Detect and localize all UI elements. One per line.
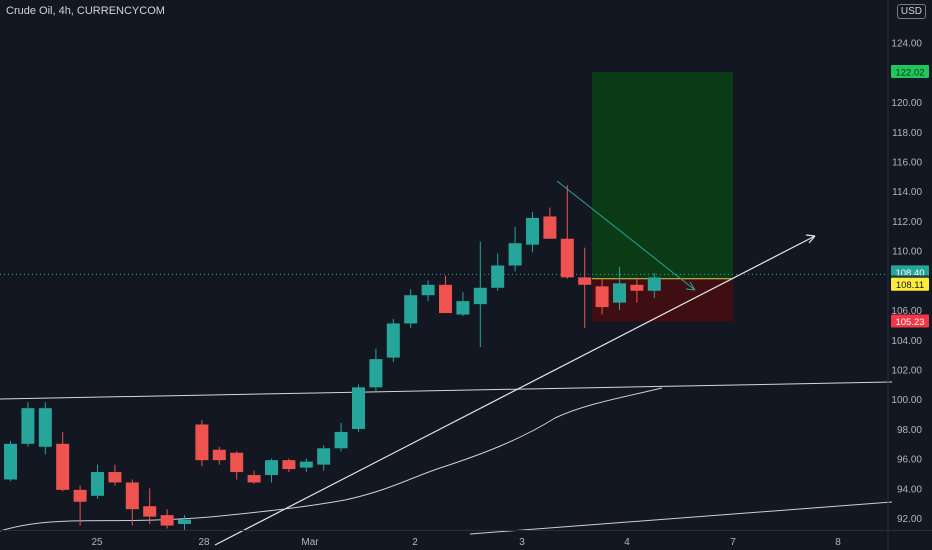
moving-average-slow bbox=[469, 501, 893, 535]
candle-body bbox=[73, 489, 87, 502]
candle-body bbox=[125, 482, 139, 510]
candle-body bbox=[195, 424, 209, 461]
stop-price-label: 105.23 bbox=[895, 317, 924, 328]
candle-body bbox=[421, 284, 435, 296]
price-tick-label: 116.00 bbox=[892, 157, 922, 168]
candle-body bbox=[317, 448, 331, 465]
time-tick-label: 4 bbox=[624, 537, 630, 548]
candle-body bbox=[578, 277, 592, 285]
price-tick-label: 98.00 bbox=[897, 425, 922, 436]
price-tick-label: 114.00 bbox=[892, 187, 922, 198]
projection-arrowhead bbox=[685, 281, 696, 291]
candle-body bbox=[526, 217, 539, 245]
candle-body bbox=[230, 452, 244, 473]
trend-arrowhead bbox=[805, 234, 816, 244]
candle-body bbox=[38, 408, 52, 447]
candle-body bbox=[613, 283, 626, 303]
candle-body bbox=[456, 301, 470, 315]
entry-price-label-bg bbox=[891, 277, 929, 291]
price-tick-label: 92.00 bbox=[897, 514, 922, 525]
time-tick-label: 2 bbox=[412, 537, 418, 548]
price-tick-label: 106.00 bbox=[891, 306, 922, 317]
time-tick-label: Mar bbox=[301, 537, 319, 548]
last-price-label: 108.40 bbox=[895, 268, 924, 279]
position-zones bbox=[592, 72, 733, 322]
time-axis[interactable]: 25 28 Mar 2 3 4 7 8 bbox=[0, 530, 932, 549]
candle-body bbox=[178, 519, 191, 525]
price-tick-label: 110.00 bbox=[892, 247, 922, 258]
candle-body bbox=[473, 287, 487, 305]
candle-body bbox=[386, 323, 400, 358]
stop-price-label-bg bbox=[891, 314, 929, 328]
candle-body bbox=[369, 359, 383, 388]
candle-body bbox=[352, 387, 365, 429]
candle-body bbox=[334, 431, 348, 449]
trend-lines bbox=[0, 180, 893, 546]
price-tick-label: 124.00 bbox=[891, 39, 922, 50]
price-tick-label: 112.00 bbox=[892, 217, 922, 228]
candle-body bbox=[212, 449, 226, 461]
resistance-line bbox=[0, 381, 893, 400]
candle-body bbox=[299, 461, 313, 468]
candle-body bbox=[543, 216, 557, 239]
candle-body bbox=[247, 475, 261, 483]
target-price-label: 122.02 bbox=[895, 68, 924, 79]
candle-body bbox=[282, 460, 296, 470]
target-price-label-bg bbox=[891, 65, 929, 79]
price-tick-label: 118.00 bbox=[892, 128, 922, 139]
candle-body bbox=[491, 265, 505, 288]
price-tick-label: 100.00 bbox=[891, 395, 922, 406]
support-trend-line bbox=[214, 235, 816, 546]
candle-body bbox=[91, 472, 104, 496]
profit-zone bbox=[592, 72, 733, 279]
candle-body bbox=[439, 284, 452, 314]
time-tick-label: 3 bbox=[519, 537, 525, 548]
candle-body bbox=[595, 286, 609, 308]
candle-body bbox=[143, 506, 157, 517]
candle-body bbox=[56, 443, 70, 490]
candle-body bbox=[404, 295, 418, 324]
candle-body bbox=[108, 472, 122, 483]
candles bbox=[4, 185, 661, 530]
price-tick-label: 94.00 bbox=[897, 484, 922, 495]
candle-body bbox=[265, 460, 278, 476]
time-tick-label: 8 bbox=[835, 537, 841, 548]
time-tick-label: 28 bbox=[198, 537, 210, 548]
candle-body bbox=[508, 243, 522, 266]
projection-line bbox=[556, 180, 696, 291]
moving-average-fast bbox=[0, 387, 663, 532]
price-tick-label: 120.00 bbox=[891, 98, 922, 109]
candle-body bbox=[21, 408, 35, 444]
price-tick-label: 102.00 bbox=[891, 366, 922, 377]
price-tick-label: 96.00 bbox=[897, 455, 922, 466]
candle-body bbox=[160, 515, 174, 526]
price-tick-label: 104.00 bbox=[891, 336, 922, 347]
candle-body bbox=[647, 277, 661, 291]
time-tick-label: 7 bbox=[730, 537, 736, 548]
time-tick-label: 25 bbox=[91, 537, 103, 548]
candle-body bbox=[630, 284, 644, 291]
candle-body bbox=[4, 443, 17, 480]
entry-price-label: 108.11 bbox=[896, 280, 924, 291]
last-price-label-bg bbox=[891, 265, 929, 279]
chart-title: Crude Oil, 4h, CURRENCYCOM bbox=[6, 5, 165, 17]
currency-button[interactable]: USD bbox=[896, 4, 926, 19]
candle-body bbox=[560, 238, 574, 278]
